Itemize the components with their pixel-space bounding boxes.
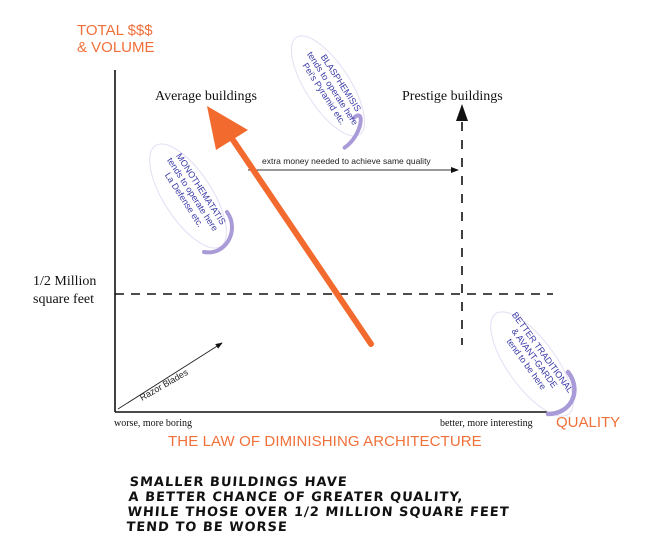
average-arrow-shaft bbox=[230, 137, 374, 347]
handwritten-note: SMALLER BUILDINGS HAVE A BETTER CHANCE O… bbox=[126, 475, 512, 535]
note-line4: TEND TO BE WORSE bbox=[125, 520, 289, 535]
razor-blades-label: Razor Blades bbox=[138, 367, 190, 403]
x-axis-title: QUALITY bbox=[556, 414, 621, 431]
note-line2: A BETTER CHANCE OF GREATER QUALITY, bbox=[128, 490, 465, 505]
y-axis-title-line1: TOTAL $$$ bbox=[77, 22, 153, 39]
average-arrowhead-icon bbox=[207, 106, 248, 150]
extra-money-label: extra money needed to achieve same quali… bbox=[262, 156, 431, 166]
ellipse-monothematatis bbox=[149, 143, 234, 255]
threshold-label-line1: 1/2 Million bbox=[33, 274, 97, 289]
threshold-label: 1/2 Million square feet bbox=[33, 273, 96, 309]
note-line1: SMALLER BUILDINGS HAVE bbox=[129, 475, 349, 490]
prestige-arrowhead-icon bbox=[456, 104, 468, 121]
note-line3: WHILE THOSE OVER 1/2 MILLION SQUARE FEET bbox=[126, 505, 511, 520]
x-low-label: worse, more boring bbox=[114, 418, 193, 429]
ellipse-better-traditional bbox=[490, 311, 577, 417]
prestige-buildings-label: Prestige buildings bbox=[402, 89, 503, 104]
razor-blades-arrow bbox=[117, 342, 223, 410]
ellipse-blasphemisis bbox=[290, 35, 366, 150]
diagram-caption: THE LAW OF DIMINISHING ARCHITECTURE bbox=[168, 433, 482, 450]
average-buildings-label: Average buildings bbox=[155, 89, 257, 104]
threshold-label-line2: square feet bbox=[33, 292, 95, 307]
x-high-label: better, more interesting bbox=[440, 418, 533, 429]
y-axis-title: TOTAL $$$ & VOLUME bbox=[77, 22, 155, 56]
y-axis-title-line2: & VOLUME bbox=[77, 39, 155, 56]
